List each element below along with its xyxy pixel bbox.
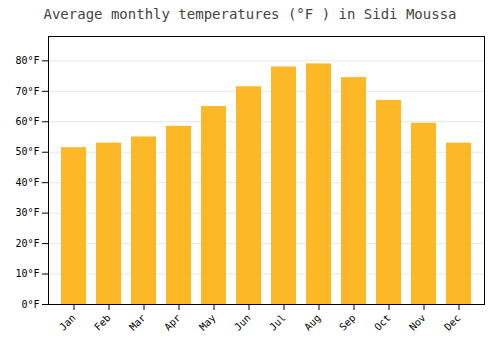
svg-text:50°F: 50°F — [15, 146, 39, 157]
svg-text:Oct: Oct — [372, 312, 393, 333]
svg-text:60°F: 60°F — [15, 116, 39, 127]
svg-text:Jul: Jul — [267, 312, 288, 333]
svg-text:Aug: Aug — [302, 312, 323, 333]
svg-text:May: May — [197, 312, 218, 333]
svg-text:Mar: Mar — [127, 312, 148, 333]
svg-text:Feb: Feb — [92, 312, 113, 333]
svg-text:10°F: 10°F — [15, 268, 39, 279]
svg-text:0°F: 0°F — [21, 299, 39, 310]
svg-text:Jan: Jan — [57, 312, 78, 333]
svg-text:70°F: 70°F — [15, 86, 39, 97]
svg-text:Sep: Sep — [337, 312, 358, 333]
svg-text:20°F: 20°F — [15, 238, 39, 249]
html-text:Average monthly temperatures (: Average monthly temperatures (°F ) in Si… — [43, 6, 457, 22]
svg-text:30°F: 30°F — [15, 207, 39, 218]
svg-text:Nov: Nov — [407, 312, 428, 333]
svg-text:Dec: Dec — [442, 312, 463, 333]
svg-text:40°F: 40°F — [15, 177, 39, 188]
svg-text:80°F: 80°F — [15, 55, 39, 66]
svg-text:Apr: Apr — [162, 312, 183, 333]
svg-text:Jun: Jun — [232, 312, 253, 333]
